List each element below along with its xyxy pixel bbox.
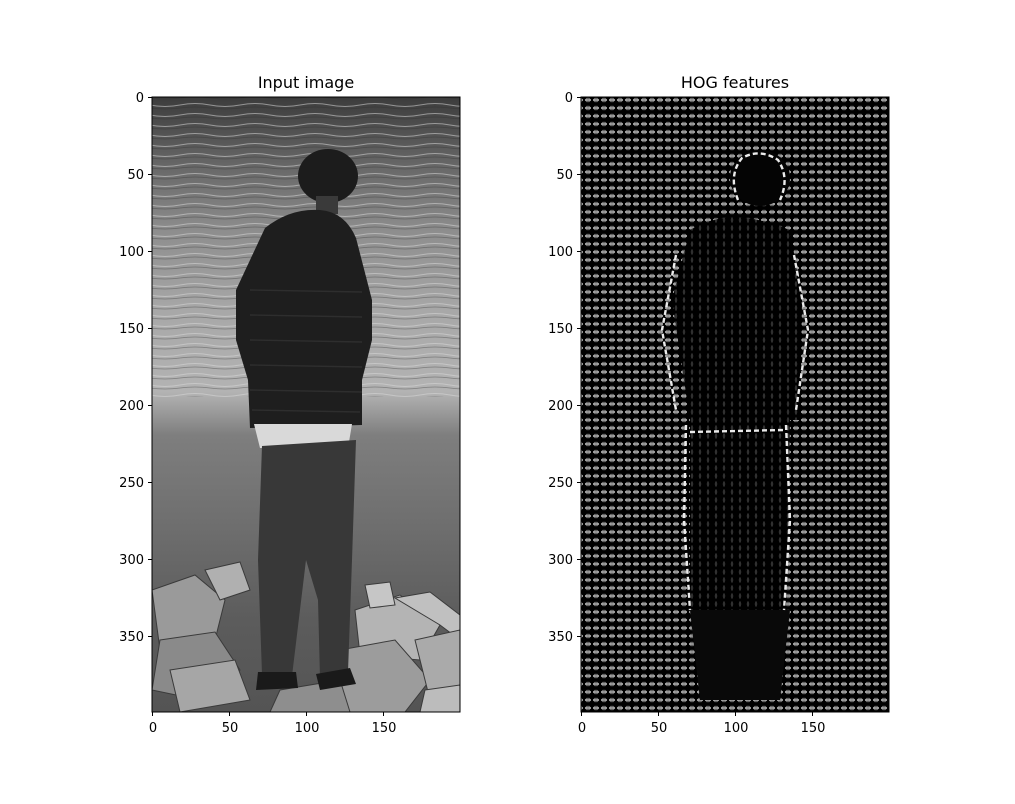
y-tick-label: 250 [548,476,573,491]
y-tick-label: 350 [119,630,144,645]
hog-features-panel: HOG features 0 50 [548,73,890,736]
input-image-title: Input image [258,73,354,92]
y-tick-label: 200 [548,399,573,414]
y-tick-label: 50 [556,168,573,183]
x-tick-label: 50 [222,721,239,736]
hog-image-x-axis: 0 50 100 150 [578,712,826,736]
y-tick-label: 50 [127,168,144,183]
x-tick-label: 0 [149,721,157,736]
x-tick-label: 150 [801,721,826,736]
x-tick-label: 150 [372,721,397,736]
x-tick-label: 100 [295,721,320,736]
y-tick-label: 350 [548,630,573,645]
y-tick-label: 150 [119,322,144,337]
input-image-panel: Input image [119,73,461,736]
y-tick-label: 100 [119,245,144,260]
y-tick-label: 300 [119,553,144,568]
y-tick-label: 100 [548,245,573,260]
hog-image [581,97,889,712]
y-tick-label: 300 [548,553,573,568]
hog-features-title: HOG features [681,73,789,92]
y-tick-label: 250 [119,476,144,491]
y-tick-label: 0 [136,91,144,106]
y-tick-label: 200 [119,399,144,414]
input-image-y-axis: 0 50 100 150 200 250 300 350 [119,91,152,645]
y-tick-label: 150 [548,322,573,337]
x-tick-label: 50 [651,721,668,736]
y-tick-label: 0 [565,91,573,106]
input-image-x-axis: 0 50 100 150 [149,712,397,736]
x-tick-label: 100 [724,721,749,736]
person-figure [236,149,372,690]
x-tick-label: 0 [578,721,586,736]
silhouette-outline [660,152,810,611]
hog-image-y-axis: 0 50 100 150 200 250 300 350 [548,91,581,645]
input-image [152,97,460,712]
